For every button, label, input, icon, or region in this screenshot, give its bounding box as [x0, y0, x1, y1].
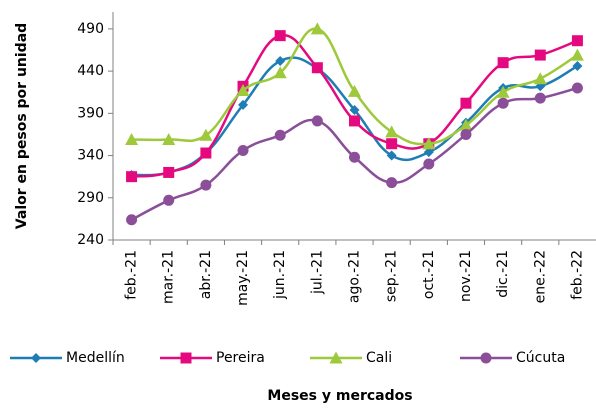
- y-tick-label: 440: [77, 63, 104, 79]
- marker: [422, 137, 436, 150]
- marker: [348, 84, 361, 97]
- marker: [571, 35, 583, 47]
- marker: [126, 214, 138, 226]
- x-tick-label: nov.-21: [458, 250, 474, 302]
- marker: [423, 158, 435, 170]
- x-tick-label: abr.-21: [198, 250, 214, 299]
- marker: [238, 99, 249, 110]
- marker: [200, 147, 212, 159]
- marker: [496, 85, 510, 98]
- marker: [180, 352, 192, 364]
- marker: [275, 55, 286, 66]
- x-tick-label: mar.-21: [161, 250, 177, 304]
- marker: [571, 82, 583, 94]
- marker: [386, 150, 397, 161]
- marker: [533, 72, 547, 85]
- marker: [311, 62, 323, 74]
- legend-label: Cúcuta: [516, 350, 565, 366]
- x-tick-label: feb.-22: [569, 250, 585, 300]
- x-tick-label: oct.-21: [421, 250, 437, 299]
- x-tick-label: feb.-21: [124, 250, 140, 300]
- y-tick-label: 390: [77, 105, 104, 121]
- marker: [236, 84, 250, 97]
- marker: [497, 57, 509, 69]
- x-axis-title: Meses y mercados: [267, 388, 412, 404]
- marker: [237, 144, 249, 156]
- y-tick-label: 340: [77, 148, 104, 164]
- marker: [200, 179, 212, 191]
- marker: [572, 61, 583, 72]
- x-tick-label: ago.-21: [347, 250, 363, 303]
- marker: [460, 128, 472, 140]
- marker: [423, 147, 434, 158]
- y-axis-title: Valor en pesos por unidad: [14, 23, 30, 229]
- marker: [385, 125, 399, 138]
- marker: [349, 115, 360, 127]
- marker: [126, 171, 138, 183]
- marker: [480, 352, 492, 364]
- y-tick-label: 240: [77, 232, 104, 248]
- y-tick-label: 290: [77, 190, 104, 206]
- marker: [31, 353, 41, 363]
- x-tick-label: ene.-22: [532, 250, 548, 303]
- marker: [349, 151, 360, 163]
- legend-label: Cali: [366, 350, 392, 366]
- marker: [386, 138, 398, 150]
- marker: [570, 48, 584, 61]
- marker: [163, 166, 175, 178]
- y-tick-label: 490: [77, 21, 104, 37]
- marker: [534, 92, 546, 104]
- marker: [497, 97, 509, 109]
- marker: [534, 49, 546, 61]
- marker: [386, 177, 398, 189]
- x-tick-label: jun.-21: [272, 250, 288, 300]
- marker: [311, 115, 323, 127]
- marker: [274, 129, 286, 141]
- x-tick-label: dic.-21: [495, 250, 511, 298]
- marker: [163, 194, 175, 206]
- marker: [162, 133, 176, 146]
- x-tick-label: sep.-21: [384, 250, 400, 302]
- x-tick-label: jul.-21: [309, 250, 325, 295]
- marker: [274, 30, 286, 42]
- legend-label: Medellín: [66, 350, 125, 366]
- legend-label: Pereira: [216, 350, 265, 366]
- marker: [459, 118, 473, 131]
- x-tick-label: may.-21: [235, 250, 251, 306]
- marker: [310, 22, 324, 35]
- marker: [329, 351, 343, 364]
- marker: [460, 97, 472, 109]
- marker: [125, 133, 139, 146]
- marker: [199, 128, 213, 141]
- marker: [273, 66, 287, 79]
- marker: [349, 104, 360, 115]
